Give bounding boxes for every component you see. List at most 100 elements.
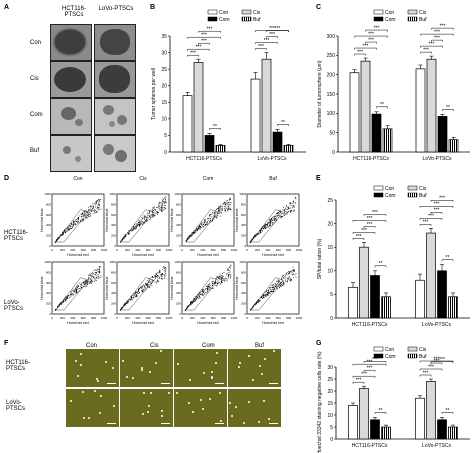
flow-ytick: 800 [176,202,181,206]
flu-col-con: Con [86,343,98,349]
scale-bar [215,423,224,424]
stained-cell [80,364,82,366]
flow-event-dot [229,266,231,268]
flow-event-dot [87,283,89,285]
flow-event-dot [66,296,68,298]
bar-buf [283,145,294,153]
flow-event-dot [264,223,266,225]
flow-event-dot [122,238,123,240]
flow-event-dot [128,233,130,235]
flow-event-dot [164,197,166,199]
bar-buf [381,296,391,319]
flow-event-dot [204,224,206,226]
flow-event-dot [289,273,291,275]
significance-bracket [266,36,278,39]
flow-event-dot [263,225,265,227]
flow-event-dot [93,213,95,214]
flow-col-label: Con [73,176,82,182]
flow-event-dot [96,210,98,212]
flow-event-dot [202,294,204,296]
flow-event-dot [93,210,95,212]
micrograph-hct-cis [50,61,92,98]
flow-event-dot [92,203,94,205]
flow-event-dot [97,268,99,270]
flow-event-dot [136,223,138,225]
flow-ytick: 1000 [44,192,51,196]
flow-event-dot [90,281,92,283]
flow-event-dot [230,276,232,278]
flow-event-dot [63,300,65,302]
flow-event-dot [95,204,97,206]
flow-event-dot [90,204,92,206]
flow-event-dot [220,215,221,217]
flow-event-dot [71,224,73,226]
flow-event-dot [159,271,161,273]
stained-cell [203,372,205,374]
flow-event-dot [75,292,77,294]
flow-event-dot [271,219,273,221]
flow-xtick: 800 [286,248,291,252]
flow-event-dot [270,221,272,223]
flow-event-dot [189,235,191,237]
flow-event-dot [151,215,153,217]
legend-swatch [407,9,418,15]
flow-event-dot [152,281,153,283]
legend-label: Com [385,17,396,23]
flow-event-dot [273,219,275,221]
bar-buf [448,296,458,319]
stained-cell [264,358,266,360]
flow-event-dot [95,209,97,211]
flow-event-dot [294,269,296,271]
flow-event-dot [228,209,230,211]
flow-event-dot [146,285,148,287]
flow-event-dot [150,209,152,211]
flow-col-label: Cis [139,176,147,182]
flow-event-dot [137,225,139,227]
flow-event-dot [211,282,213,284]
legend-label: Cis [419,347,427,353]
bar-com [370,275,380,319]
flow-event-dot [161,277,163,279]
legend-swatch [373,9,384,15]
flow-xtick: 0 [51,316,53,320]
flow-event-dot [149,281,151,283]
flow-event-dot [164,271,166,273]
flow-event-dot [98,207,99,209]
flow-event-dot [88,274,89,276]
stained-cell [82,391,84,393]
flow-event-dot [130,299,132,301]
flow-event-dot [133,227,135,229]
flow-event-dot [147,220,148,222]
flow-event-dot [266,290,268,292]
legend-swatch [407,185,418,191]
significance-stars: *** [372,210,378,216]
flow-event-dot [276,285,278,287]
flow-event-dot [164,272,166,274]
flow-event-dot [293,210,295,212]
stained-cell [147,411,149,413]
flow-event-dot [152,208,154,210]
flow-event-dot [272,290,274,292]
flow-event-dot [229,198,231,200]
flow-event-dot [144,287,146,289]
flow-event-dot [273,288,275,290]
flow-event-dot [81,284,83,286]
flow-event-dot [71,293,73,295]
flow-event-dot [292,201,294,203]
flow-event-dot [92,208,93,210]
flow-event-dot [68,229,70,231]
flow-ytick: 400 [111,291,116,295]
bar-com [272,131,283,153]
flow-ytick: 800 [46,202,51,206]
flow-event-dot [280,216,282,218]
flow-event-dot [199,292,201,294]
stained-cell [192,411,194,413]
flow-ytick: 200 [241,234,246,238]
flow-event-dot [197,228,199,230]
significance-bracket [374,412,387,414]
y-tick-label: 25 [327,198,333,204]
flow-event-dot [76,287,78,289]
flow-event-dot [253,236,255,238]
flow-event-dot [90,210,92,212]
flow-ytick: 600 [241,281,246,285]
